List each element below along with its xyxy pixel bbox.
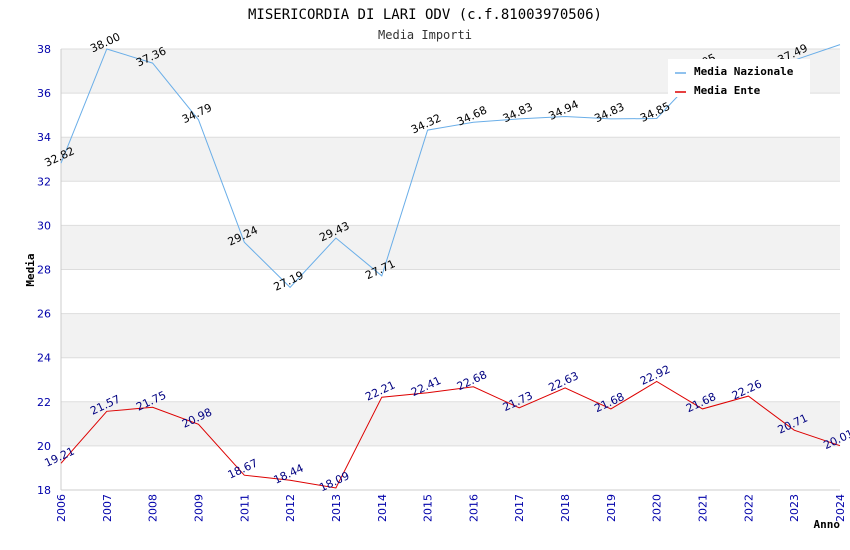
y-axis-ticks: 18 20 22 24 26 28 30 32 34 36 38: [37, 43, 51, 497]
x-tick-label: 2022: [742, 494, 755, 522]
chart-subtitle: Media Importi: [378, 28, 472, 42]
x-tick-label: 2017: [513, 494, 526, 522]
plot-band: [61, 269, 840, 314]
x-tick-label: 2014: [376, 494, 389, 522]
y-tick-label: 24: [37, 352, 51, 365]
x-tick-label: 2012: [284, 494, 297, 522]
legend-box: [668, 59, 810, 97]
axes: [60, 49, 840, 491]
y-tick-label: 18: [37, 484, 51, 497]
legend: Media Nazionale Media Ente: [668, 59, 810, 97]
x-tick-label: 2008: [147, 494, 160, 522]
y-tick-label: 38: [37, 43, 51, 56]
plot-band: [61, 357, 840, 402]
y-tick-label: 32: [37, 175, 51, 188]
x-tick-label: 2024: [834, 494, 847, 522]
plot-band: [61, 313, 840, 358]
x-tick-label: 2011: [238, 494, 251, 522]
x-tick-label: 2019: [605, 494, 618, 522]
y-axis-title: Media: [24, 253, 37, 286]
chart-title: MISERICORDIA DI LARI ODV (c.f.8100397050…: [248, 7, 602, 23]
y-tick-label: 30: [37, 219, 51, 232]
legend-label-media-nazionale: Media Nazionale: [694, 65, 794, 78]
x-tick-label: 2016: [467, 494, 480, 522]
y-tick-label: 22: [37, 396, 51, 409]
x-tick-label: 2018: [559, 494, 572, 522]
y-tick-label: 20: [37, 440, 51, 453]
series-line-media-ente: [60, 380, 841, 489]
plot-band: [61, 401, 840, 446]
x-tick-label: 2020: [651, 494, 664, 522]
plot-band: [61, 137, 840, 182]
y-tick-label: 34: [37, 131, 51, 144]
y-tick-label: 36: [37, 87, 51, 100]
x-tick-label: 2023: [788, 494, 801, 522]
x-tick-label: 2006: [55, 494, 68, 522]
plot-band: [61, 181, 840, 226]
legend-label-media-ente: Media Ente: [694, 84, 761, 97]
y-tick-label: 28: [37, 264, 51, 277]
plot-band: [61, 445, 840, 490]
x-axis-title: Anno: [814, 518, 841, 531]
x-tick-label: 2009: [192, 494, 205, 522]
plot-background: [61, 49, 840, 490]
plot-band: [61, 225, 840, 270]
x-tick-label: 2021: [697, 494, 710, 522]
y-tick-label: 26: [37, 308, 51, 321]
x-tick-label: 2007: [101, 494, 114, 522]
x-tick-label: 2013: [330, 494, 343, 522]
x-axis-ticks: 2006 2007 2008 2009 2011 2012 2013 2014 2015 2016…: [55, 494, 847, 522]
plot-band: [61, 93, 840, 138]
x-tick-label: 2015: [422, 494, 435, 522]
